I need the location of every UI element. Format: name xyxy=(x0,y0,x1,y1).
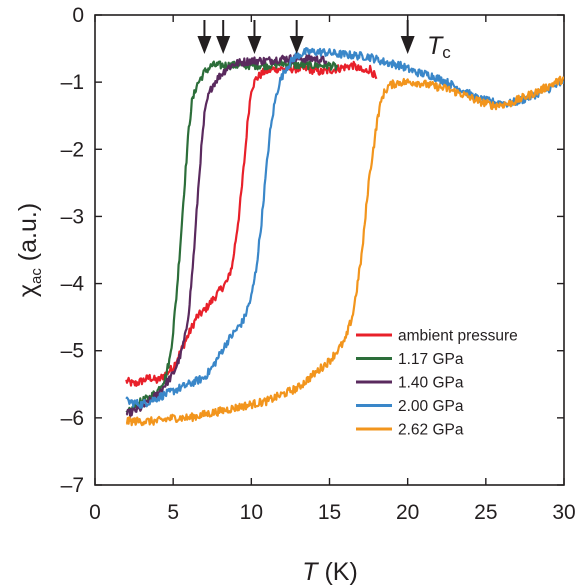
y-axis-unit: (a.u.) xyxy=(14,203,42,268)
tc-annotation: Tc xyxy=(427,32,451,62)
tc-arrow-1 xyxy=(216,20,231,54)
series-line-1 xyxy=(125,59,339,414)
x-tick-label: 30 xyxy=(552,501,575,524)
y-tick-label: –1 xyxy=(61,71,84,94)
x-axis-symbol: T xyxy=(302,558,319,586)
tc-arrow-0 xyxy=(197,20,212,54)
legend: ambient pressure 1.17 GPa 1.40 GPa 2.00 GPa… xyxy=(356,328,518,439)
axis-ticks: 0 5 10 15 20 25 30 0 –1 –2 –3 –4 –5 –6 –7 xyxy=(61,4,576,524)
tc-arrows xyxy=(197,20,415,54)
y-axis-subscript: ac xyxy=(28,268,45,284)
x-axis-unit: (K) xyxy=(318,558,358,586)
y-tick-label: –5 xyxy=(61,340,84,363)
tc-arrow-2 xyxy=(247,20,262,54)
legend-label-3: 2.00 GPa xyxy=(398,398,464,415)
legend-label-2: 1.40 GPa xyxy=(398,375,464,392)
plot-frame xyxy=(94,14,565,486)
y-tick-label: –6 xyxy=(61,407,84,430)
x-axis-title: T (K) xyxy=(302,558,358,586)
tc-arrow-3 xyxy=(289,20,304,54)
x-tick-label: 25 xyxy=(474,501,497,524)
x-tick-label: 5 xyxy=(167,501,179,524)
legend-label-4: 2.62 GPa xyxy=(398,422,464,439)
x-tick-label: 20 xyxy=(396,501,419,524)
x-tick-label: 15 xyxy=(318,501,341,524)
tc-arrow-4 xyxy=(400,20,415,54)
y-axis-title: χac (a.u.) xyxy=(14,203,45,297)
legend-label-0: ambient pressure xyxy=(398,328,518,345)
series-line-4 xyxy=(125,75,564,427)
tc-symbol: T xyxy=(427,32,444,60)
y-tick-label: –2 xyxy=(61,138,84,161)
y-tick-label: –4 xyxy=(61,273,85,296)
series-line-0 xyxy=(125,60,378,387)
x-tick-label: 0 xyxy=(89,501,101,524)
y-tick-label: –3 xyxy=(61,205,84,228)
y-tick-label: –7 xyxy=(61,474,84,497)
series-line-3 xyxy=(125,47,564,409)
legend-label-1: 1.17 GPa xyxy=(398,351,464,368)
y-tick-label: 0 xyxy=(72,4,84,27)
tc-subscript: c xyxy=(442,43,451,62)
x-tick-label: 10 xyxy=(240,501,263,524)
series-group xyxy=(125,47,564,427)
y-axis-symbol: χ xyxy=(14,284,42,297)
series-line-2 xyxy=(125,53,328,418)
